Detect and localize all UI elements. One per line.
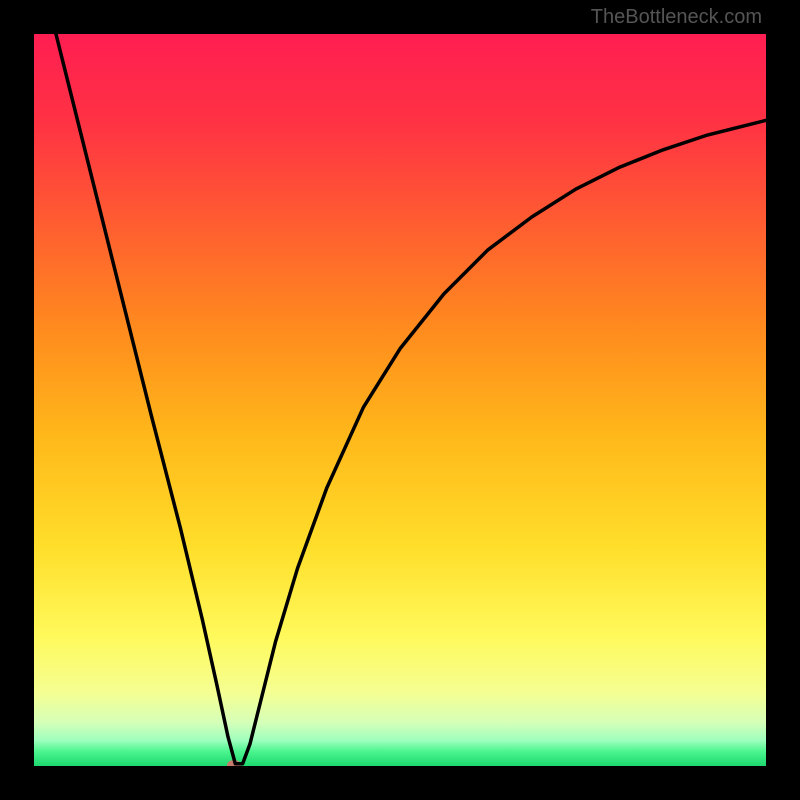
curve-layer <box>34 34 766 766</box>
bottleneck-curve <box>56 34 766 764</box>
watermark-text: TheBottleneck.com <box>591 6 762 29</box>
plot-area <box>34 34 766 766</box>
